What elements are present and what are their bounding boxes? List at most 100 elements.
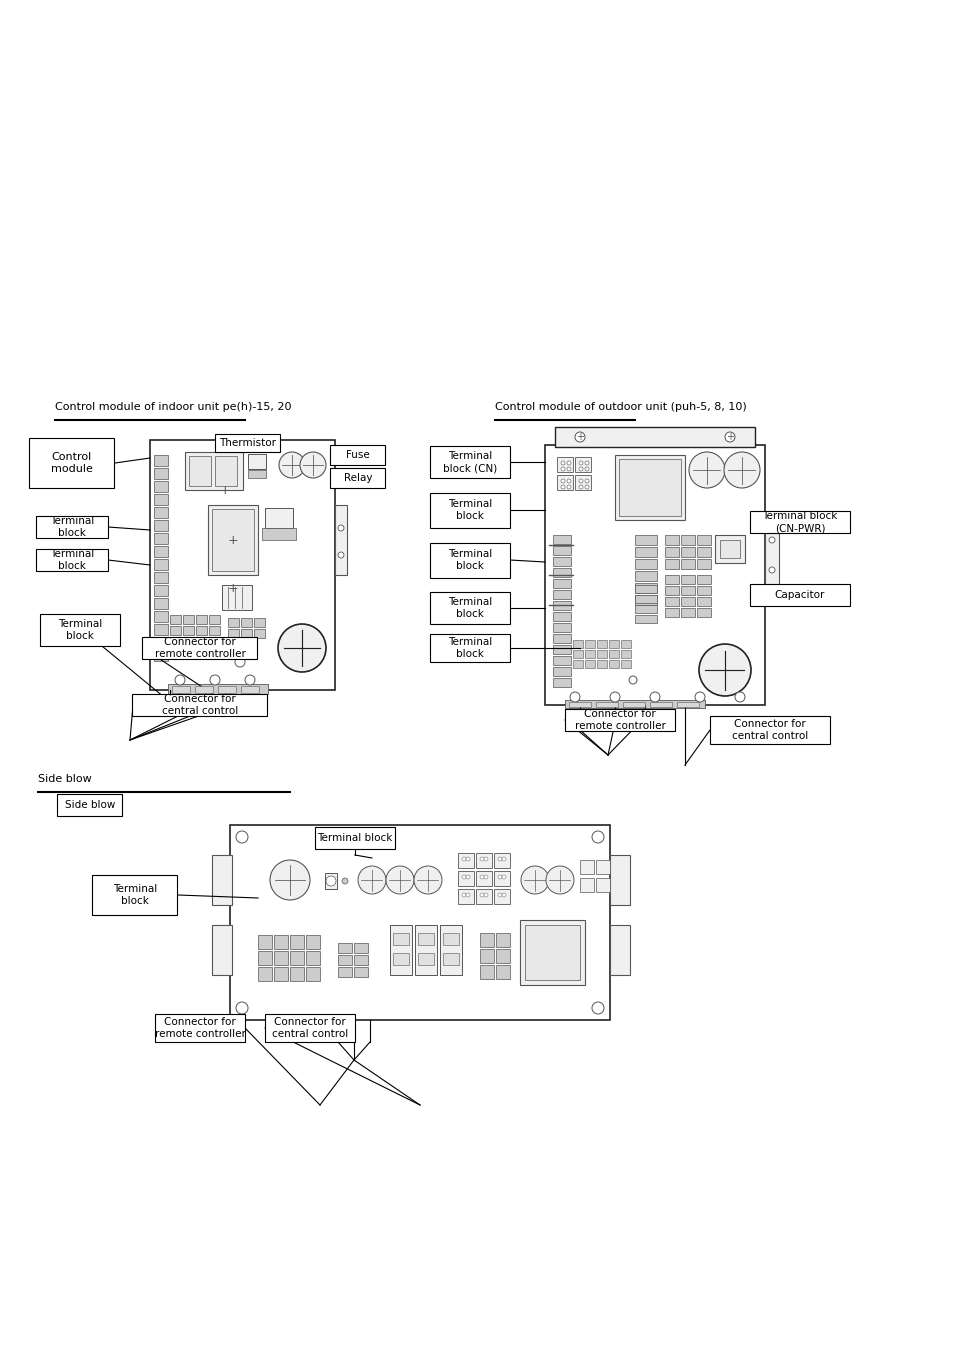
Bar: [553, 612, 571, 621]
Bar: [596, 703, 618, 707]
Bar: [337, 967, 352, 977]
Bar: [457, 852, 474, 867]
Circle shape: [483, 875, 488, 880]
Text: Terminal block: Terminal block: [317, 834, 393, 843]
Bar: [57, 794, 122, 816]
Bar: [680, 576, 695, 584]
Bar: [257, 935, 272, 948]
Bar: [584, 650, 595, 658]
Text: Connector for
remote controller: Connector for remote controller: [574, 709, 665, 731]
Bar: [228, 617, 239, 627]
Bar: [496, 965, 510, 979]
Circle shape: [566, 485, 571, 489]
Circle shape: [234, 657, 245, 667]
Bar: [274, 951, 288, 965]
Circle shape: [560, 485, 564, 489]
Text: Terminal
block: Terminal block: [50, 549, 94, 571]
Bar: [430, 592, 510, 624]
Text: Connector for
remote controller: Connector for remote controller: [154, 1017, 245, 1039]
Bar: [524, 925, 579, 979]
Circle shape: [479, 875, 483, 880]
Circle shape: [326, 875, 335, 886]
Circle shape: [578, 485, 582, 489]
Bar: [564, 709, 675, 731]
Bar: [557, 457, 573, 471]
Circle shape: [569, 692, 579, 703]
Bar: [680, 547, 695, 557]
Bar: [620, 661, 630, 667]
Text: Connector for
central control: Connector for central control: [731, 719, 807, 742]
Bar: [241, 686, 258, 693]
Circle shape: [341, 878, 348, 884]
Circle shape: [723, 453, 760, 488]
Bar: [579, 878, 594, 892]
Bar: [649, 703, 671, 707]
Circle shape: [497, 893, 501, 897]
Circle shape: [560, 467, 564, 471]
Circle shape: [277, 624, 326, 671]
Circle shape: [210, 676, 220, 685]
Bar: [680, 535, 695, 544]
Bar: [417, 952, 434, 965]
Circle shape: [235, 831, 248, 843]
Text: Terminal
block: Terminal block: [58, 619, 102, 642]
Bar: [153, 481, 168, 492]
Bar: [153, 624, 168, 635]
Text: Terminal
block: Terminal block: [447, 549, 492, 571]
Bar: [553, 623, 571, 632]
Bar: [664, 547, 679, 557]
Circle shape: [497, 875, 501, 880]
Circle shape: [609, 692, 619, 703]
Bar: [697, 597, 710, 607]
Circle shape: [479, 857, 483, 861]
Bar: [241, 617, 252, 627]
Bar: [209, 626, 220, 635]
Circle shape: [299, 453, 326, 478]
Bar: [153, 467, 168, 480]
Bar: [635, 584, 657, 593]
Text: Control module of outdoor unit (puh-5, 8, 10): Control module of outdoor unit (puh-5, 8…: [495, 403, 746, 412]
Bar: [189, 457, 211, 486]
Bar: [274, 967, 288, 981]
Bar: [476, 889, 492, 904]
Text: Thermistor: Thermistor: [219, 438, 276, 449]
Bar: [354, 943, 368, 952]
Text: Terminal
block: Terminal block: [50, 516, 94, 538]
Circle shape: [235, 1002, 248, 1015]
Bar: [153, 638, 168, 648]
Bar: [664, 535, 679, 544]
Bar: [430, 493, 510, 527]
Bar: [442, 934, 458, 944]
Bar: [430, 543, 510, 577]
Bar: [30, 438, 114, 488]
Bar: [442, 952, 458, 965]
Bar: [248, 454, 266, 469]
Circle shape: [545, 866, 574, 894]
Circle shape: [592, 831, 603, 843]
Bar: [680, 586, 695, 594]
Bar: [596, 878, 609, 892]
Bar: [764, 515, 779, 594]
Bar: [749, 511, 849, 534]
Circle shape: [628, 676, 637, 684]
Bar: [564, 700, 704, 708]
Bar: [608, 650, 618, 658]
Bar: [152, 640, 168, 650]
Bar: [457, 871, 474, 886]
Circle shape: [566, 461, 571, 465]
Bar: [476, 852, 492, 867]
Circle shape: [695, 692, 704, 703]
Circle shape: [578, 461, 582, 465]
Bar: [153, 585, 168, 596]
Bar: [553, 678, 571, 688]
Text: +: +: [219, 484, 230, 497]
Bar: [153, 534, 168, 544]
Bar: [553, 657, 571, 665]
Bar: [749, 584, 849, 607]
Bar: [680, 597, 695, 607]
Circle shape: [688, 453, 724, 488]
Text: Terminal
block: Terminal block: [112, 884, 157, 907]
Bar: [697, 576, 710, 584]
Bar: [553, 580, 571, 588]
Bar: [620, 650, 630, 658]
